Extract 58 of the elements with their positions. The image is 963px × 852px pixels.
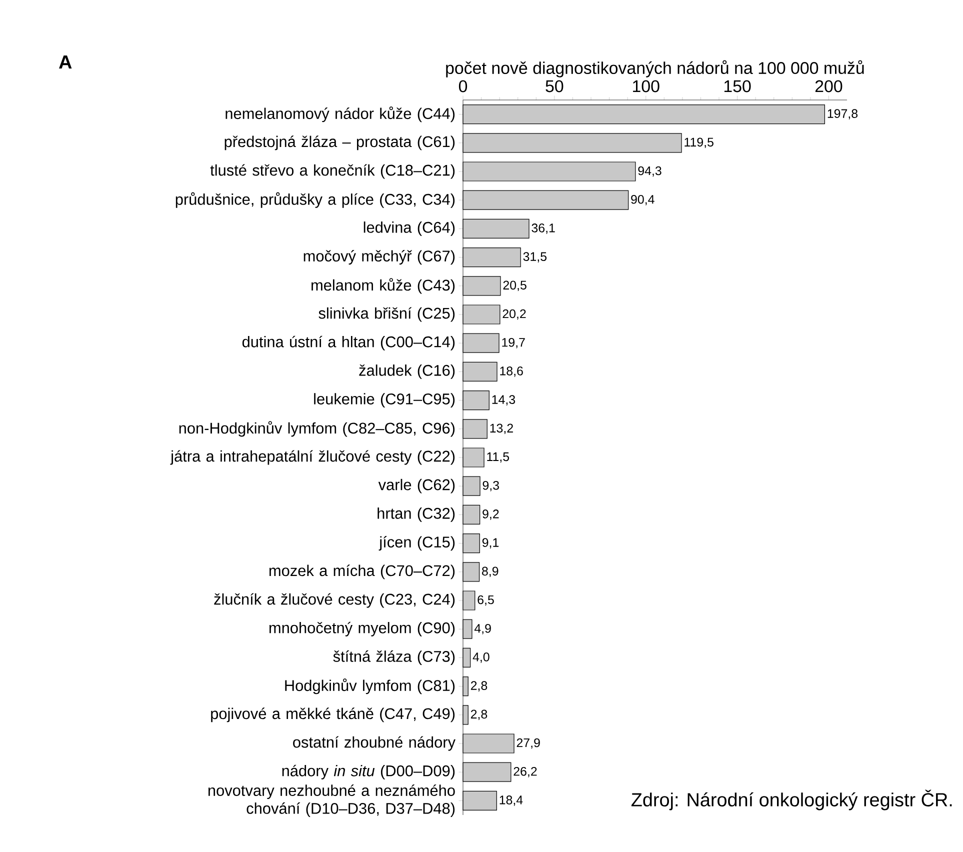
y-tick-label: močový měchýř (C67): [304, 250, 455, 265]
y-tick-label: mnohočetný myelom (C90): [269, 622, 455, 636]
data-label: 36,1: [532, 224, 555, 234]
y-tick-label: melanom kůže (C43): [312, 278, 455, 294]
x-axis-title: počet nově diagnostikovaných nádorů na 100 000 mužů: [446, 60, 864, 78]
y-tick-label: slinivka břišní (C25): [318, 307, 455, 322]
data-label: 26,2: [514, 766, 537, 778]
y-tick-label: tlusté střevo a konečník (C18–C21): [210, 164, 455, 179]
data-label: 2,8: [470, 710, 488, 720]
data-label: 13,2: [490, 424, 513, 434]
y-tick-label: ledvina (C64): [364, 222, 455, 236]
y-tick-label: Hodgkinův lymfom (C81): [285, 678, 455, 694]
y-tick-label: průdušnice, průdušky a plíce (C33, C34): [176, 192, 455, 208]
data-label: 9,2: [482, 510, 499, 520]
y-tick-label: hrtan (C32): [378, 508, 455, 522]
data-label: 6,5: [478, 595, 494, 606]
y-tick-label: dutina ústní a hltan (C00–C14): [242, 336, 455, 350]
data-label: 197,8: [828, 109, 858, 120]
y-tick-label: žaludek (C16): [359, 364, 455, 379]
data-label: 9,1: [482, 538, 499, 548]
x-tick-label: 50: [546, 80, 564, 92]
y-tick-label: non-Hodgkinův lymfom (C82–C85, C96): [179, 421, 455, 437]
data-label: 4,0: [472, 652, 490, 663]
y-tick-label: mozek a mícha (C70–C72): [269, 564, 455, 580]
y-tick-label: novotvary nezhoubné a neznámého chování (D10–D36, D37–D48): [208, 784, 455, 817]
y-tick-label: játra a intrahepatální žlučové cesty (C22): [170, 450, 455, 465]
data-label: 18,4: [500, 796, 523, 806]
data-label: 119,5: [684, 138, 714, 148]
data-label: 90,4: [631, 194, 654, 206]
y-tick-label: žlučník a žlučové cesty (C23, C24): [214, 593, 455, 608]
x-tick-label: 200: [815, 80, 842, 92]
y-tick-label: předstojná žláza – prostata (C61): [224, 136, 455, 150]
y-tick-label: jícen (C15): [378, 536, 455, 551]
data-label: 20,2: [502, 309, 526, 320]
x-tick-label: 0: [458, 80, 468, 92]
data-label: 18,6: [500, 366, 523, 377]
data-label: 31,5: [523, 252, 547, 262]
data-label: 2,8: [470, 681, 488, 692]
data-label: 94,3: [638, 166, 662, 177]
y-tick-label: štítná žláza (C73): [333, 650, 455, 665]
x-tick-label: 100: [633, 80, 660, 92]
y-tick-label: leukemie (C91–C95): [314, 393, 455, 408]
data-label: 27,9: [516, 738, 540, 749]
data-label: 19,7: [502, 338, 525, 348]
x-tick-label: 150: [724, 80, 751, 92]
y-tick-label: nádory in situ (D00–D09): [282, 764, 455, 780]
data-label: 4,9: [474, 624, 491, 634]
y-tick-label: nemelanomový nádor kůže (C44): [226, 106, 455, 122]
y-tick-label: varle (C62): [378, 478, 455, 494]
data-label: 14,3: [492, 395, 516, 406]
data-label: 9,3: [482, 480, 499, 492]
data-label: 11,5: [487, 452, 510, 463]
y-tick-label: pojivové a měkké tkáně (C47, C49): [211, 708, 455, 722]
data-label: 8,9: [482, 566, 498, 578]
text: A: [58, 55, 72, 68]
y-tick-label: ostatní zhoubné nádory: [293, 736, 456, 751]
data-label: 20,5: [503, 280, 526, 292]
annotation: Zdroj: Národní onkologický registr ČR.: [631, 790, 952, 810]
